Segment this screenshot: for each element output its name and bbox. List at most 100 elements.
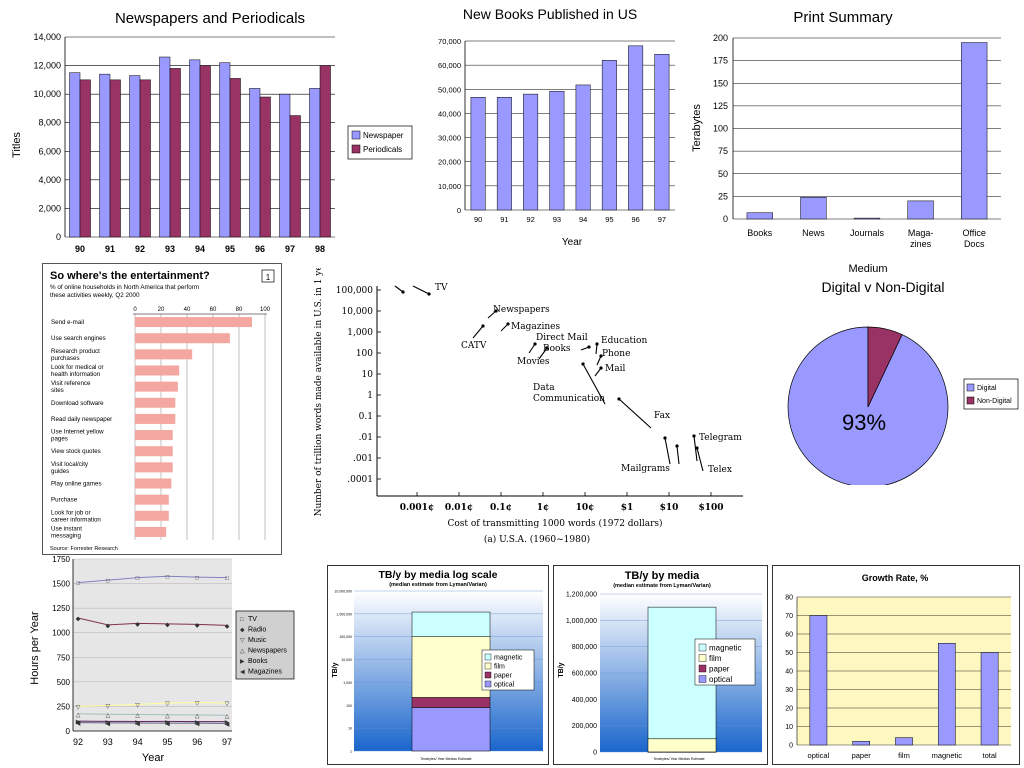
legend-label: Radio (248, 627, 266, 634)
y-tick-label: 175 (713, 56, 728, 66)
pie-value-label: 93% (842, 410, 886, 435)
data-label: Telex (708, 465, 732, 475)
y-axis-label: Hours per Year (29, 611, 41, 685)
trend-arrow (595, 343, 598, 355)
arrow-head (617, 397, 621, 401)
y-tick-label: 80 (785, 595, 793, 602)
bar (99, 73, 111, 238)
y-tick-label: 1,000 (343, 681, 352, 685)
category-label: Send e-mail (51, 319, 84, 326)
x-tick-label: Books (747, 228, 773, 238)
y-tick-label: 0 (789, 743, 793, 750)
bar (496, 97, 512, 211)
x-tick-label: News (802, 228, 825, 238)
chart-title: TB/y by media log scale (378, 569, 497, 581)
x-tick-label: 93 (103, 737, 113, 747)
y-axis-label: Terabytes (691, 104, 703, 152)
y-tick-label: 1 (367, 391, 373, 401)
pie-slice-non-digital (867, 326, 903, 408)
bar (135, 349, 193, 360)
x-tick-label: 94 (133, 737, 143, 747)
trend-arrow (487, 310, 497, 319)
bar (980, 652, 999, 746)
data-point: ◆ (225, 624, 230, 630)
bar (852, 741, 871, 746)
category-label: Look for job or (51, 509, 91, 516)
data-point: ◆ (135, 622, 140, 628)
legend-label: film (709, 654, 722, 663)
category-label: sites (51, 387, 64, 394)
data-point: ◀ (195, 722, 200, 728)
y-tick-label: 20,000 (438, 158, 461, 167)
bar (189, 59, 201, 238)
arrow-head (692, 434, 696, 438)
x-tick-label: paper (852, 751, 872, 760)
y-tick-label: 4,000 (38, 175, 61, 185)
y-tick-label: 600,000 (572, 671, 597, 678)
trend-arrow (538, 347, 548, 360)
legend-marker: ▶ (240, 659, 245, 665)
digital-pie-chart: Digital v Non-Digital Digital Non-Digita… (760, 275, 1024, 485)
legend-swatch-periodicals (351, 144, 361, 154)
x-tick-label: 94 (195, 244, 205, 254)
bar (853, 217, 881, 220)
category-label: Use search engines (51, 335, 106, 342)
arrow-head (533, 342, 537, 346)
arrow-head (587, 345, 591, 349)
x-tick-label: 93 (553, 215, 561, 224)
words-cost-figure: Number of trillion words made available … (305, 268, 760, 551)
y-tick-label: 50,000 (438, 85, 461, 94)
y-tick-label: 400,000 (572, 697, 597, 704)
x-tick-label: 96 (192, 737, 202, 747)
data-point: ◀ (76, 721, 81, 727)
bar (199, 65, 211, 238)
legend-swatch (698, 643, 707, 652)
x-tick-label: 93 (165, 244, 175, 254)
category-label: Play online games (51, 481, 102, 488)
chart-subtitle-line: % of online households in North America … (50, 284, 199, 291)
x-tick-label: 97 (222, 737, 232, 747)
x-tick-label: 60 (210, 307, 217, 313)
bar (135, 446, 173, 457)
y-tick-label: 0.1 (359, 412, 373, 422)
bar (746, 212, 773, 220)
data-label: Movies (517, 357, 550, 367)
bar (319, 65, 331, 238)
legend-label: optical (494, 682, 515, 689)
y-tick-label: 200,000 (572, 723, 597, 730)
y-tick-label: 1750 (52, 555, 70, 564)
page-badge (261, 269, 275, 283)
chart-title: So where's the entertainment? (50, 270, 210, 282)
y-axis-label: Titles (11, 132, 23, 158)
legend-label-newspaper: Newspaper (363, 131, 404, 140)
legend-swatch (698, 654, 707, 662)
x-tick-label: 1¢ (537, 503, 550, 513)
legend-box (235, 610, 295, 680)
growth-rate-svg: Growth Rate, % 0 10 20 30 40 50 60 70 80 optical p… (785, 573, 1011, 760)
hours-per-year-svg: Hours per Year Year 0 250 500 750 1000 1250 15… (29, 555, 295, 764)
data-label: Newspapers (493, 305, 550, 315)
bar (135, 333, 230, 344)
data-label: Telegram (699, 433, 742, 443)
bar (109, 79, 121, 238)
y-tick-label: 10 (785, 724, 793, 731)
data-label: TV (435, 283, 448, 293)
x-tick-label: 92 (73, 737, 83, 747)
chart-subtitle: % of online households in North America … (50, 284, 201, 299)
category-label: Visit reference (51, 380, 91, 387)
data-point: □ (225, 576, 229, 582)
bar (289, 115, 301, 238)
category-label: pages (51, 436, 68, 443)
data-point: ▽ (76, 705, 81, 711)
x-tick-label: $1 (621, 503, 634, 513)
y-tick-label: 12,000 (33, 61, 61, 71)
x-axis-label: Medium (848, 263, 887, 275)
x-tick-label: 0.1¢ (490, 503, 512, 513)
category-label: purchases (51, 355, 80, 362)
print-summary-chart: Print Summary Terabytes Medium 0 25 50 75 10… (685, 0, 1024, 278)
x-tick-label: Maga- (908, 228, 934, 238)
x-tick-label: 20 (158, 307, 165, 313)
data-label: Direct Mail (536, 333, 588, 343)
y-tick-label: .0001 (347, 475, 373, 485)
x-tick-label: 100 (260, 307, 271, 313)
